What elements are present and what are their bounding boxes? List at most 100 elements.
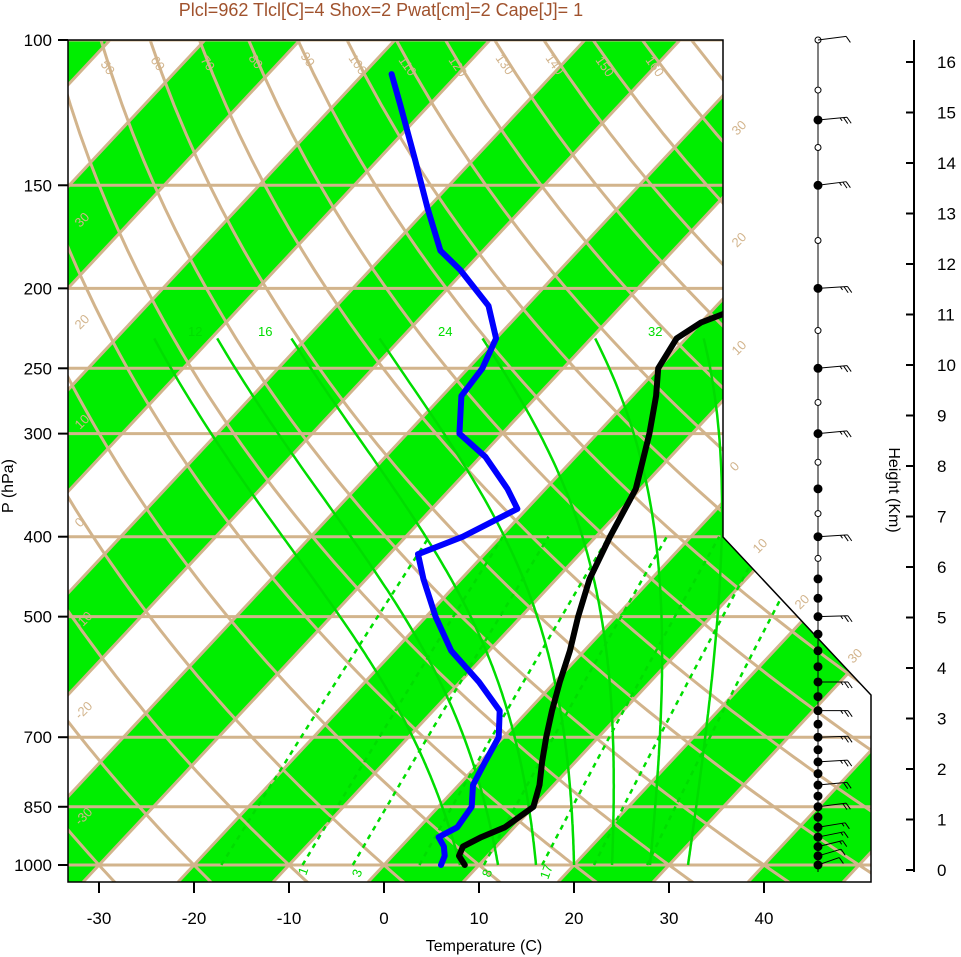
wind-level-dot [813, 812, 823, 822]
x-tick-label: -10 [277, 909, 302, 928]
dry-adiabat [394, 40, 871, 882]
wind-barb-feather [845, 181, 851, 188]
p-tick-label: 700 [24, 728, 52, 747]
height-tick-label: 9 [937, 407, 946, 426]
wind-barb-feather [840, 736, 844, 740]
moist-adiabat-label: 24 [438, 324, 452, 339]
height-tick-label: 15 [937, 104, 956, 123]
wind-level-dot [814, 86, 822, 94]
height-tick-label: 5 [937, 609, 946, 628]
wind-level-dot [814, 327, 822, 335]
wind-barb-feather [840, 286, 843, 291]
wind-barb-feather [847, 710, 853, 717]
p-tick-label: 200 [24, 279, 52, 298]
mixing-ratio-label: 8 [479, 867, 496, 879]
wind-barb-feather [844, 822, 850, 830]
height-tick-label: 0 [937, 861, 946, 880]
wind-barb-feather [847, 759, 853, 767]
p-tick-label: 100 [24, 31, 52, 50]
wind-barb-feather [840, 681, 844, 686]
isotherm-label: 0 [727, 458, 743, 474]
temperature-band [748, 40, 871, 882]
isotherm [68, 40, 492, 882]
wind-barb-shaft [817, 615, 848, 618]
wind-barb-shaft [817, 759, 848, 763]
wind-barb-feather [843, 430, 849, 438]
height-tick-label: 3 [937, 710, 946, 729]
isotherm [68, 40, 302, 882]
height-tick-label: 10 [937, 356, 956, 375]
mixing-ratio-label: 1 [295, 865, 312, 877]
wind-barb-feather [846, 782, 852, 789]
dry-adiabat-label: 90 [298, 49, 319, 69]
height-tick-label: 2 [937, 760, 946, 779]
moist-adiabat [290, 337, 538, 866]
wind-barb-shaft [817, 286, 848, 289]
isotherm-label: -20 [72, 698, 96, 722]
wind-barb-feather [839, 841, 843, 845]
dry-adiabat-label: 80 [246, 51, 267, 71]
wind-barb-feather [840, 535, 843, 539]
dry-adiabat [345, 40, 871, 882]
x-tick-label: -30 [87, 909, 112, 928]
wind-level-dot [814, 398, 822, 406]
wind-barb-feather [847, 736, 853, 743]
wind-level-dot [814, 144, 822, 152]
wind-barb-feather [843, 736, 849, 743]
isotherm [652, 40, 871, 882]
wind-barb-feather [843, 117, 849, 124]
wind-level-dot [814, 554, 822, 562]
dry-adiabat [68, 40, 598, 882]
dry-adiabat [68, 40, 213, 882]
x-tick-label: 40 [755, 909, 774, 928]
dry-adiabat [198, 40, 871, 882]
p-tick-label: 250 [24, 359, 52, 378]
chart-title: Plcl=962 Tlcl[C]=4 Shox=2 Pwat[cm]=2 Cap… [179, 0, 583, 20]
wind-barb-feather [843, 365, 849, 373]
wind-barb-feather [841, 823, 845, 827]
x-tick-label: 0 [379, 909, 388, 928]
dewpoint-line [388, 71, 521, 868]
wind-barb-feather [843, 831, 849, 839]
wind-barb-feather [847, 534, 853, 542]
wind-barb-shaft [817, 534, 848, 538]
mixing-ratio-line [351, 536, 550, 866]
y-axis-title: P (hPa) [0, 459, 17, 513]
isotherm-label: 20 [792, 591, 813, 612]
p-tick-label: 500 [24, 608, 52, 627]
x-tick-label: -20 [182, 909, 207, 928]
mixing-ratio-label: 3 [349, 867, 366, 879]
wind-level-dot [813, 692, 823, 702]
wind-barb-feather [843, 534, 849, 542]
wind-barb-shaft [817, 430, 848, 435]
moist-adiabat [216, 337, 500, 866]
wind-level-dot [814, 510, 822, 518]
wind-barb-shaft [817, 735, 848, 738]
temperature-line [456, 71, 871, 868]
moist-adiabat [594, 337, 664, 866]
wind-barb-shaft [817, 848, 842, 857]
height-tick-label: 4 [937, 659, 946, 678]
wind-level-dot [814, 237, 822, 245]
moist-adiabat [153, 337, 462, 866]
wind-level-dot [813, 646, 823, 656]
x-axis-title: Temperature (C) [426, 938, 542, 955]
isotherm [557, 40, 871, 882]
isotherm [747, 40, 871, 882]
temperature-band [68, 40, 680, 882]
wind-barb-feather [846, 116, 852, 124]
wind-barb-shaft [817, 116, 848, 121]
dry-adiabat [99, 40, 791, 882]
wind-barb-feather [839, 365, 843, 370]
height-tick-label: 16 [937, 53, 956, 72]
height-axis-title: Height (Km) [885, 447, 902, 532]
wind-barb-shaft [817, 35, 847, 41]
wind-barb-feather [846, 365, 852, 372]
height-tick-label: 8 [937, 457, 946, 476]
p-tick-label: 300 [24, 425, 52, 444]
height-tick-label: 7 [937, 508, 946, 527]
mixing-ratio-line [540, 536, 721, 866]
p-tick-label: 150 [24, 176, 52, 195]
height-tick-label: 14 [937, 154, 956, 173]
